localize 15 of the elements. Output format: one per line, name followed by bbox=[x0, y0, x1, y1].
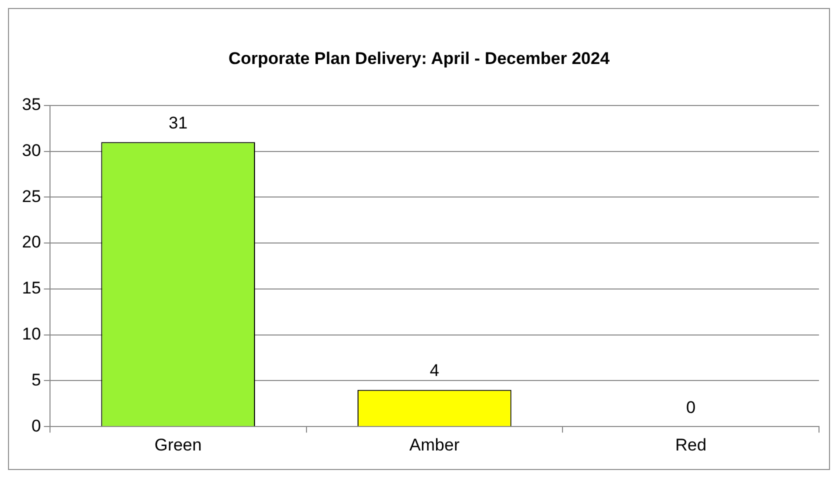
data-label: 31 bbox=[168, 113, 188, 132]
y-tick-label: 30 bbox=[22, 140, 41, 160]
y-tick-label: 25 bbox=[22, 186, 41, 206]
x-tick-label: Green bbox=[154, 435, 202, 454]
y-tick-label: 15 bbox=[22, 278, 41, 298]
data-label: 4 bbox=[430, 361, 440, 380]
data-label: 0 bbox=[686, 398, 696, 417]
y-tick-label: 5 bbox=[31, 370, 41, 390]
y-tick-label: 10 bbox=[22, 324, 41, 344]
chart-title: Corporate Plan Delivery: April - December 2024 bbox=[228, 48, 610, 68]
y-tick-label: 0 bbox=[31, 416, 41, 436]
x-tick-label: Amber bbox=[409, 435, 460, 454]
y-tick-label: 20 bbox=[22, 232, 41, 252]
y-tick-label: 35 bbox=[22, 95, 41, 114]
x-tick-label: Red bbox=[675, 435, 706, 454]
